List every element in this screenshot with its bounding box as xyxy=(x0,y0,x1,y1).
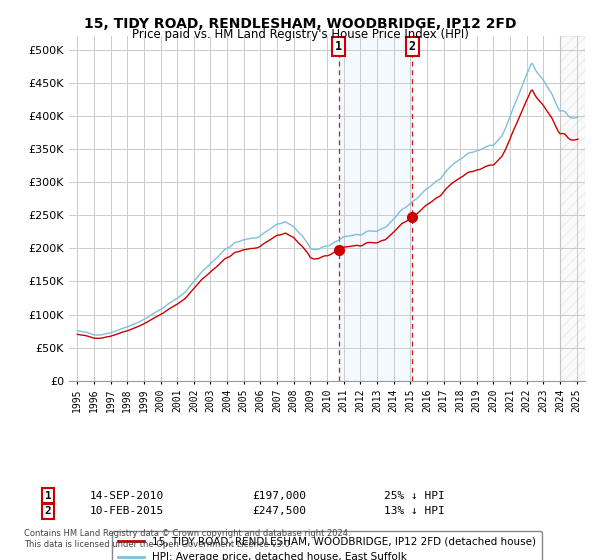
Text: 13% ↓ HPI: 13% ↓ HPI xyxy=(384,506,445,516)
Text: £197,000: £197,000 xyxy=(252,491,306,501)
Text: 15, TIDY ROAD, RENDLESHAM, WOODBRIDGE, IP12 2FD: 15, TIDY ROAD, RENDLESHAM, WOODBRIDGE, I… xyxy=(84,17,516,31)
Text: 1: 1 xyxy=(44,491,52,501)
Text: 2: 2 xyxy=(409,40,416,53)
Legend: 15, TIDY ROAD, RENDLESHAM, WOODBRIDGE, IP12 2FD (detached house), HPI: Average p: 15, TIDY ROAD, RENDLESHAM, WOODBRIDGE, I… xyxy=(112,531,542,560)
Text: 2: 2 xyxy=(44,506,52,516)
Bar xyxy=(339,36,412,381)
Text: 1: 1 xyxy=(335,40,343,53)
Text: 10-FEB-2015: 10-FEB-2015 xyxy=(90,506,164,516)
Bar xyxy=(560,36,585,381)
Bar xyxy=(560,36,585,381)
Text: 14-SEP-2010: 14-SEP-2010 xyxy=(90,491,164,501)
Text: Contains HM Land Registry data © Crown copyright and database right 2024.
This d: Contains HM Land Registry data © Crown c… xyxy=(24,529,350,549)
Text: Price paid vs. HM Land Registry's House Price Index (HPI): Price paid vs. HM Land Registry's House … xyxy=(131,28,469,41)
Text: 25% ↓ HPI: 25% ↓ HPI xyxy=(384,491,445,501)
Text: £247,500: £247,500 xyxy=(252,506,306,516)
